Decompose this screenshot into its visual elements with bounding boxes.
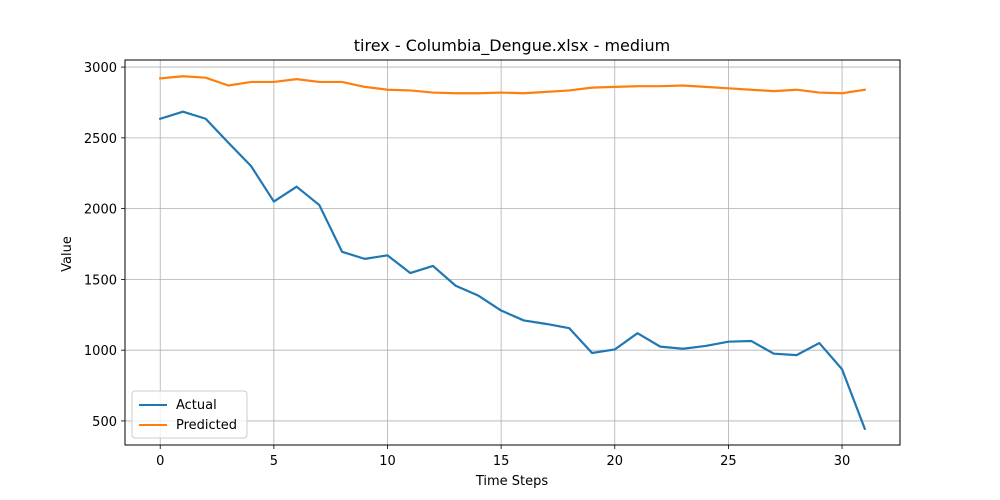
grid (125, 60, 900, 445)
y-tick-label: 2500 (84, 132, 117, 147)
chart-title: tirex - Columbia_Dengue.xlsx - medium (354, 36, 670, 56)
x-tick-label: 25 (720, 454, 737, 469)
x-axis-label: Time Steps (475, 474, 549, 489)
x-tick-label: 5 (270, 454, 278, 469)
series-line-actual (158, 110, 867, 431)
x-tick-label: 15 (493, 454, 510, 469)
y-tick-label: 500 (92, 415, 117, 430)
y-axis-label: Value (60, 236, 75, 272)
x-tick-label: 30 (834, 454, 851, 469)
y-tick-label: 3000 (84, 61, 117, 76)
plot-frame (124, 59, 901, 446)
legend-box (131, 390, 248, 439)
x-tick-label: 10 (379, 454, 396, 469)
x-tick-label: 20 (606, 454, 623, 469)
x-tick-label: 0 (156, 454, 164, 469)
series-layer (158, 75, 867, 431)
series-line-predicted (159, 75, 867, 95)
y-tick-label: 2000 (84, 203, 117, 218)
ticks: 0 5 10 15 20 25 30 500 1000 1500 2000 2500 3000 (84, 61, 850, 469)
y-tick-label: 1500 (84, 273, 117, 288)
legend: Actual Predicted (131, 390, 248, 439)
legend-label-predicted: Predicted (176, 418, 237, 433)
legend-label-actual: Actual (176, 398, 217, 413)
y-tick-label: 1000 (84, 344, 117, 359)
